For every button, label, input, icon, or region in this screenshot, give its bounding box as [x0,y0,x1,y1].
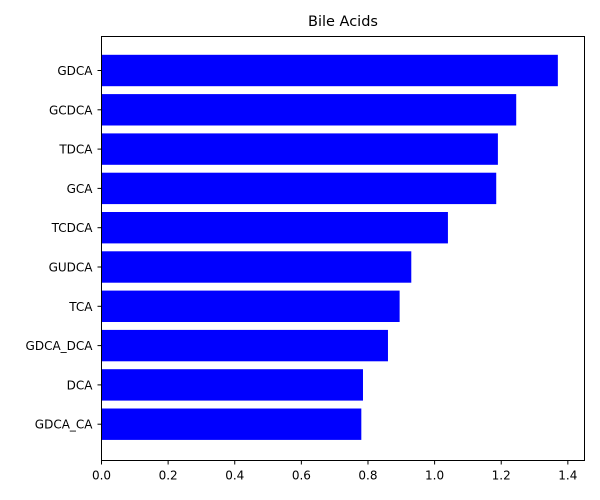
bar-tca [101,290,400,322]
y-tick-label: GUDCA [49,261,94,275]
x-axis-ticks: 0.0 0.2 0.4 0.6 0.8 1.0 1.2 1.4 [92,460,577,483]
bar-gdca [101,54,558,87]
x-tick-label: 1.4 [558,469,577,483]
x-tick-label: 0.4 [225,469,244,483]
y-tick-label: GCDCA [49,103,93,117]
bar-gdca-ca [101,408,362,440]
y-tick-label: GCA [67,182,94,196]
x-tick-label: 0.8 [358,469,377,483]
bar-tdca [101,133,498,165]
bar-tcdca [101,212,448,244]
x-tick-label: 0.2 [159,469,178,483]
x-tick-label: 0.0 [92,469,111,483]
chart-title: Bile Acids [308,14,378,30]
plot-frame [101,36,585,461]
bar-gca [101,172,497,205]
bars-group [101,54,558,440]
bar-gdca-dca [101,329,388,362]
y-tick-label: DCA [67,378,94,392]
x-tick-label: 0.6 [292,469,311,483]
bar-gcdca [101,94,517,126]
y-tick-label: TCA [68,300,93,314]
y-tick-label: GDCA_CA [35,418,94,432]
y-tick-label: TCDCA [51,221,94,235]
bar-dca [101,369,363,401]
y-axis-ticks: GDCA GCDCA TDCA GCA TCDCA GUDCA TCA GDCA_DCA DCA… [26,64,102,432]
bar-gudca [101,251,412,283]
y-tick-label: TDCA [58,143,93,157]
x-tick-label: 1.0 [425,469,444,483]
y-tick-label: GDCA_DCA [26,339,94,353]
x-tick-label: 1.2 [492,469,511,483]
y-tick-label: GDCA [57,64,93,78]
